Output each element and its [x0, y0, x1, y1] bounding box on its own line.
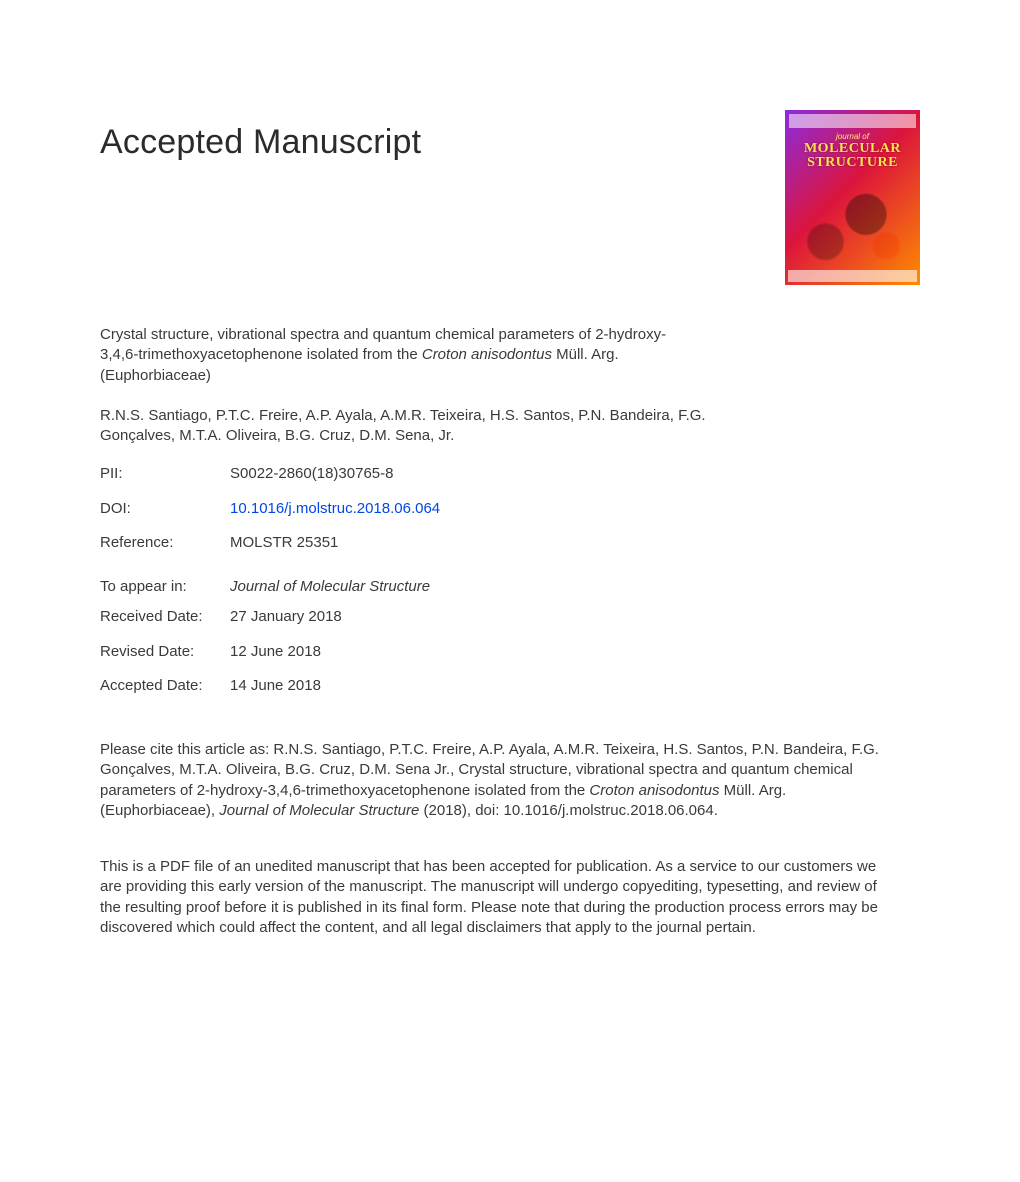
appear-value: Journal of Molecular Structure — [230, 577, 920, 597]
cover-title: MOLECULAR STRUCTURE — [785, 142, 920, 170]
accepted-value: 14 June 2018 — [230, 676, 920, 696]
citation-paragraph: Please cite this article as: R.N.S. Sant… — [100, 740, 890, 821]
appear-grid: To appear in: Journal of Molecular Struc… — [100, 577, 920, 597]
header-row: Accepted Manuscript journal of MOLECULAR… — [100, 120, 920, 285]
author-list: R.N.S. Santiago, P.T.C. Freire, A.P. Aya… — [100, 406, 740, 447]
received-value: 27 January 2018 — [230, 607, 920, 627]
accepted-label: Accepted Date: — [100, 676, 230, 696]
metadata-grid: PII: S0022-2860(18)30765-8 DOI: 10.1016/… — [100, 464, 920, 553]
citation-suffix: (2018), doi: 10.1016/j.molstruc.2018.06.… — [419, 802, 718, 819]
cover-art — [785, 178, 920, 269]
received-label: Received Date: — [100, 607, 230, 627]
pii-value: S0022-2860(18)30765-8 — [230, 464, 920, 484]
cover-title-line1: MOLECULAR — [804, 141, 901, 156]
page-title: Accepted Manuscript — [100, 120, 421, 166]
dates-grid: Received Date: 27 January 2018 Revised D… — [100, 607, 920, 696]
appear-label: To appear in: — [100, 577, 230, 597]
cover-title-line2: STRUCTURE — [807, 155, 898, 170]
article-title: Crystal structure, vibrational spectra a… — [100, 325, 700, 386]
doi-label: DOI: — [100, 499, 230, 519]
revised-value: 12 June 2018 — [230, 642, 920, 662]
reference-value: MOLSTR 25351 — [230, 533, 920, 553]
citation-species: Croton anisodontus — [589, 782, 719, 799]
article-title-species: Croton anisodontus — [422, 346, 552, 363]
cover-bottombar — [788, 270, 917, 282]
disclaimer-paragraph: This is a PDF file of an unedited manusc… — [100, 857, 890, 938]
revised-label: Revised Date: — [100, 642, 230, 662]
pii-label: PII: — [100, 464, 230, 484]
reference-label: Reference: — [100, 533, 230, 553]
cover-topbar — [789, 114, 916, 128]
manuscript-page: Accepted Manuscript journal of MOLECULAR… — [0, 0, 1020, 1034]
journal-cover-thumbnail: journal of MOLECULAR STRUCTURE — [785, 110, 920, 285]
citation-journal: Journal of Molecular Structure — [219, 802, 419, 819]
doi-link[interactable]: 10.1016/j.molstruc.2018.06.064 — [230, 500, 440, 517]
